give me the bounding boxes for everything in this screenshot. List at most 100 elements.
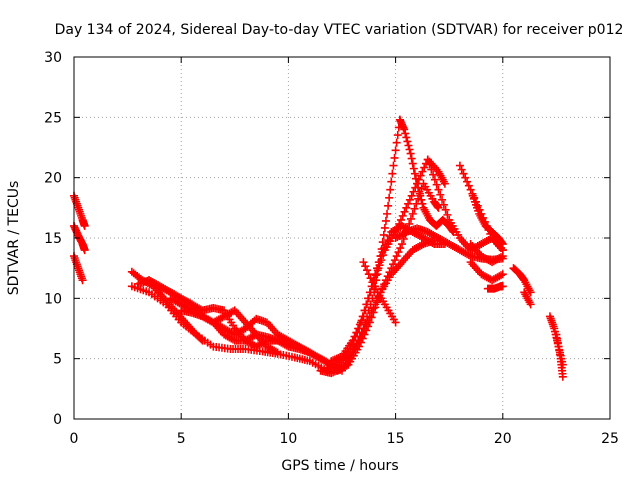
data-point (80, 221, 89, 230)
y-tick-label: 25 (44, 110, 62, 126)
data-point (329, 356, 338, 365)
data-point (404, 199, 413, 208)
data-point (273, 348, 282, 357)
data-point (391, 318, 400, 327)
data-point (441, 205, 450, 214)
data-point (398, 211, 407, 220)
data-point (389, 161, 398, 170)
data-point (439, 200, 448, 209)
y-tick-label: 5 (53, 352, 62, 368)
series-track-11 (395, 115, 458, 236)
x-tick-label: 15 (387, 431, 405, 447)
axis-ticks: 0 5 10 15 20 25 0 5 10 15 20 25 30 (44, 50, 619, 447)
data-point (408, 159, 417, 168)
x-tick-label: 10 (279, 431, 297, 447)
data-point (408, 209, 417, 218)
data-point (526, 300, 535, 309)
data-point (416, 171, 425, 180)
data-point (380, 223, 389, 232)
data-point (78, 276, 87, 285)
data-point (392, 252, 401, 261)
series-track-23 (483, 282, 507, 293)
data-point (396, 215, 405, 224)
data-point (334, 353, 343, 362)
data-point (387, 177, 396, 186)
data-point (398, 240, 407, 249)
y-tick-label: 20 (44, 171, 62, 187)
data-point (455, 161, 464, 170)
data-point (425, 160, 434, 169)
chart-title: Day 134 of 2024, Sidereal Day-to-day VTE… (55, 22, 624, 38)
data-point (407, 191, 416, 200)
y-tick-label: 30 (44, 50, 62, 66)
data-point (405, 145, 414, 154)
data-point (395, 219, 404, 228)
data-point (463, 177, 472, 186)
data-point (410, 169, 419, 178)
data-point (443, 210, 452, 219)
series-track-17 (391, 224, 507, 264)
data-point (423, 155, 432, 164)
series-track-22 (466, 258, 507, 285)
y-tick-label: 10 (44, 291, 62, 307)
series-track-16 (359, 258, 400, 327)
data-point (402, 203, 411, 212)
data-point (361, 262, 370, 271)
data-point (409, 187, 418, 196)
data-point (409, 164, 418, 173)
data-point (229, 307, 238, 316)
data-point (385, 193, 394, 202)
data-point (434, 185, 443, 194)
data-point (498, 240, 507, 249)
data-point (379, 251, 388, 260)
data-point (371, 271, 380, 280)
data-point (386, 185, 395, 194)
data-point (438, 195, 447, 204)
series-track-24 (509, 264, 535, 297)
x-tick-label: 20 (494, 431, 512, 447)
data-point (363, 266, 372, 275)
data-point (393, 223, 402, 232)
data-point (360, 324, 369, 333)
y-tick-label: 0 (53, 412, 62, 428)
data-point (498, 252, 507, 261)
data-point (369, 304, 378, 313)
data-point (271, 347, 280, 356)
data-point (364, 270, 373, 279)
data-point (365, 312, 374, 321)
y-tick-label: 15 (44, 231, 62, 247)
data-point (342, 361, 351, 370)
x-tick-label: 25 (601, 431, 619, 447)
data-point (362, 320, 371, 329)
series-track-3 (70, 252, 87, 285)
data-point (373, 266, 382, 275)
data-point (404, 141, 413, 150)
data-point (400, 207, 409, 216)
data-point (411, 183, 420, 192)
data-point (368, 278, 377, 287)
data-point (400, 125, 409, 134)
data-point (417, 241, 426, 250)
data-point (373, 296, 382, 305)
data-point (327, 357, 336, 366)
series-track-1 (70, 191, 89, 230)
data-point (436, 190, 445, 199)
data-point (464, 251, 473, 260)
data-points (70, 115, 567, 381)
data-point (390, 256, 399, 265)
data-point (407, 154, 416, 163)
plot-frame (73, 56, 611, 420)
series-track-9 (177, 306, 346, 375)
data-point (403, 137, 412, 146)
series-track-27 (552, 330, 567, 381)
series-track-13 (327, 155, 449, 366)
data-point (400, 228, 409, 237)
data-point (440, 179, 449, 188)
data-point (80, 246, 89, 255)
data-point (364, 294, 373, 303)
data-point (388, 169, 397, 178)
data-point (406, 214, 415, 223)
y-axis-label: SDTVAR / TECUs (6, 181, 22, 296)
series-track-25 (520, 288, 535, 309)
data-point (402, 133, 411, 142)
